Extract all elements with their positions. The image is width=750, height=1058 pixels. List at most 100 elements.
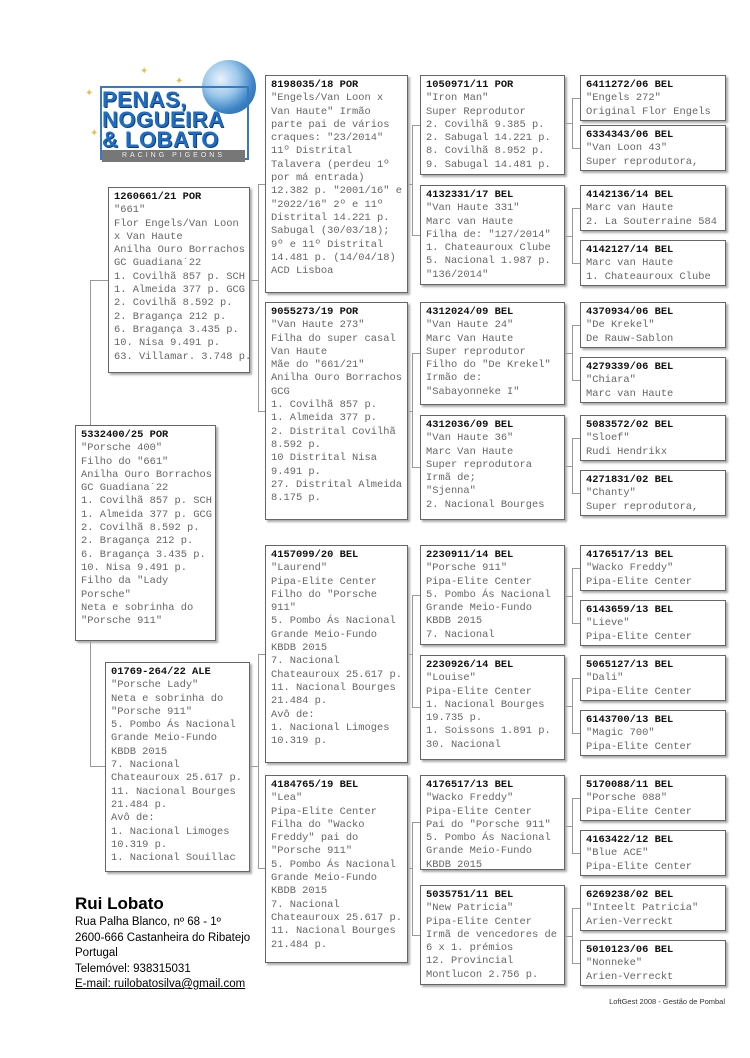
ring-number: 4312024/09 BEL [426,306,514,318]
pigeon-info-line: Grande Meio-Fundo [271,628,378,641]
pigeon-info-line: 2. Covilhã 8.592 p. [81,522,200,535]
pigeon-icon: ✦ [175,76,184,87]
pigeon-card-g5c: 4142136/14 BEL Marc van Haute 2. La Souter… [580,185,726,231]
connector-line [572,148,580,149]
pigeon-info-line: Marc Van Haute [426,445,514,458]
ring-number: 4279339/06 BEL [586,361,674,373]
pigeon-info-line: KBDB 2015 [426,858,483,870]
pigeon-info-line: "2022/16" 2º e 11º [271,198,384,211]
pigeon-info-line: 10 Distrital Nisa [271,452,378,465]
pigeon-info-line: Filho do "Porsche [271,588,378,601]
pigeon-info-line: Pipa-Elite Center [586,740,693,753]
pigeon-info-line: Super reprodutora [426,458,533,471]
pigeon-info-line: Pipa-Elite Center [426,575,533,588]
pigeon-info-line: Arien-Verreckt [586,970,674,983]
pigeon-info-line: 12. Provincial [426,955,514,968]
pigeon-info-line: Avô de: [111,812,155,825]
pigeon-info-line: "Sjenna" [426,485,476,498]
pigeon-info-line: 5. Nacional 1.987 p. [426,255,551,268]
pigeon-card-g3d: 4184765/19 BEL "Lea" Pipa-Elite Center Filh… [265,775,408,963]
pigeon-card-g3a: 8198035/18 POR "Engels/Van Loon x Van Haut… [265,75,408,293]
connector-line [565,595,572,597]
connector-line [565,123,572,124]
pigeon-info-line: "Iron Man" [426,92,489,105]
pigeon-card-g4h: 5035751/11 BEL "New Patricia" Pipa-Elite C… [420,885,565,985]
pigeon-info-line: "De Krekel" [586,319,655,332]
pigeon-info-line: 1. Nacional Bourges [426,698,545,711]
connector-line [572,208,573,263]
pigeon-info-line: Irmã de vencedores de [426,928,557,941]
connector-line [412,353,413,467]
ring-number: 4142136/14 BEL [586,189,674,201]
pigeon-card-g5b: 6334343/06 BEL "Van Loon 43" Super reprodu… [580,125,726,171]
connector-line [572,798,580,799]
connector-line [572,568,580,569]
pigeon-info-line: Sabugal (30/03/18); [271,225,390,238]
pigeon-info-line: 12.382 p. "2001/16" e [271,185,402,198]
connector-line [408,868,412,869]
pigeon-info-line: Arien-Verreckt [586,915,674,928]
pigeon-info-line: KBDB 2015 [111,745,168,758]
ring-number: 5010123/06 BEL [586,944,674,956]
pigeon-info-line: "Louise" [426,672,476,685]
pigeon-info-line: Pipa-Elite Center [586,685,693,698]
pigeon-info-line: Pipa-Elite Center [586,630,693,643]
pigeon-info-line: KBDB 2015 [271,642,328,655]
pigeon-info-line: Pipa-Elite Center [586,860,693,873]
connector-line [408,184,412,185]
pigeon-info-line: Grande Meio-Fundo [426,845,533,858]
ring-number: 4370934/06 BEL [586,306,674,318]
pigeon-info-line: 2. Bragança 212 p. [114,310,227,323]
pigeon-info-line: "Chanty" [586,487,636,500]
connector-line [565,235,572,237]
pigeon-card-g5h: 4271831/02 BEL "Chanty" Super reprodutora, [580,470,726,516]
pigeon-info-line: 7. Nacional [271,898,340,911]
pigeon-info-line: Flor Engels/Van Loon [114,217,239,230]
pigeon-info-line: "Laurend" [271,562,328,575]
pigeon-info-line: 1. Covilhã 857 p. SCH [114,270,245,283]
pigeon-info-line: 11. Nacional Bourges [111,785,236,798]
pigeon-info-line: "Porsche Lady" [111,679,199,692]
pigeon-info-line: 2. Bragança 212 p. [81,535,194,548]
pigeon-info-line: 1. Covilhã 857 p. [271,399,378,412]
pigeon-info-line: 1. Nacional Limoges [111,825,230,838]
pigeon-info-line: 1. Almeida 377 p. GCG [81,508,212,521]
breeder-contact: Rui Lobato Rua Palha Blanco, nº 68 - 1º … [75,893,250,993]
ring-number: 8198035/18 POR [271,79,359,91]
ring-number: 4176517/13 BEL [426,779,514,791]
ring-number: 1050971/11 POR [426,79,514,91]
pigeon-info-line: "Sloef" [586,432,630,445]
logo-text: & LOBATO [102,127,219,152]
ring-number: 9055273/19 POR [271,306,359,318]
ring-number: 6411272/06 BEL [586,79,674,91]
connector-line [408,654,412,655]
pigeon-info-line: 30. Nacional [426,738,501,751]
pigeon-info-line: "Dali" [586,672,624,685]
connector-line [250,766,258,767]
pigeon-info-line: GC Guadiana´22 [81,482,169,495]
email-link[interactable]: E-mail: ruilobatosilva@gmail.com [75,978,246,990]
pigeon-info-line: Pipa-Elite Center [426,685,533,698]
pigeon-info-line: 1. Almeida 377 p. GCG [114,284,245,297]
pigeon-info-line: 14.481 p. (14/04/18) [271,251,396,264]
ring-number: 4184765/19 BEL [271,779,359,791]
pigeon-card-g4a: 1050971/11 POR "Iron Man" Super Reprodutor… [420,75,565,175]
address-line: Rua Palha Blanco, nº 68 - 1º [75,916,221,928]
pigeon-card-g4f: 2230926/14 BEL "Louise" Pipa-Elite Center 1… [420,655,565,760]
pigeon-info-line: parte pai de vários [271,118,390,131]
pigeon-info-line: 11º Distrital [271,145,353,158]
pigeon-info-line: "Magic 700" [586,727,655,740]
ring-number: 5332400/25 POR [81,429,169,441]
pigeon-info-line: 5. Pombo Ás Nacional [271,615,396,628]
pigeon-info-line: Chateauroux 25.617 p. [271,668,402,681]
pigeon-info-line: ACD Lisboa [271,265,334,278]
pigeon-info-line: Neta e sobrinha do [111,692,224,705]
pigeon-card-g4b: 4132331/17 BEL "Van Haute 331" Marc van Ha… [420,185,565,285]
logo-tagline: RACING PIGEONS [102,150,245,162]
pigeon-card-g5e: 4370934/06 BEL "De Krekel" De Rauw-Sablon [580,302,726,348]
ring-number: 2230926/14 BEL [426,659,514,671]
pigeon-info-line: 10. Nisa 9.491 p. [81,561,188,574]
pigeon-info-line: Pipa-Elite Center [426,915,533,928]
pigeon-card-g5f: 4279339/06 BEL "Chiara" Marc van Haute [580,357,726,403]
pigeon-info-line: "Van Haute 331" [426,202,520,215]
